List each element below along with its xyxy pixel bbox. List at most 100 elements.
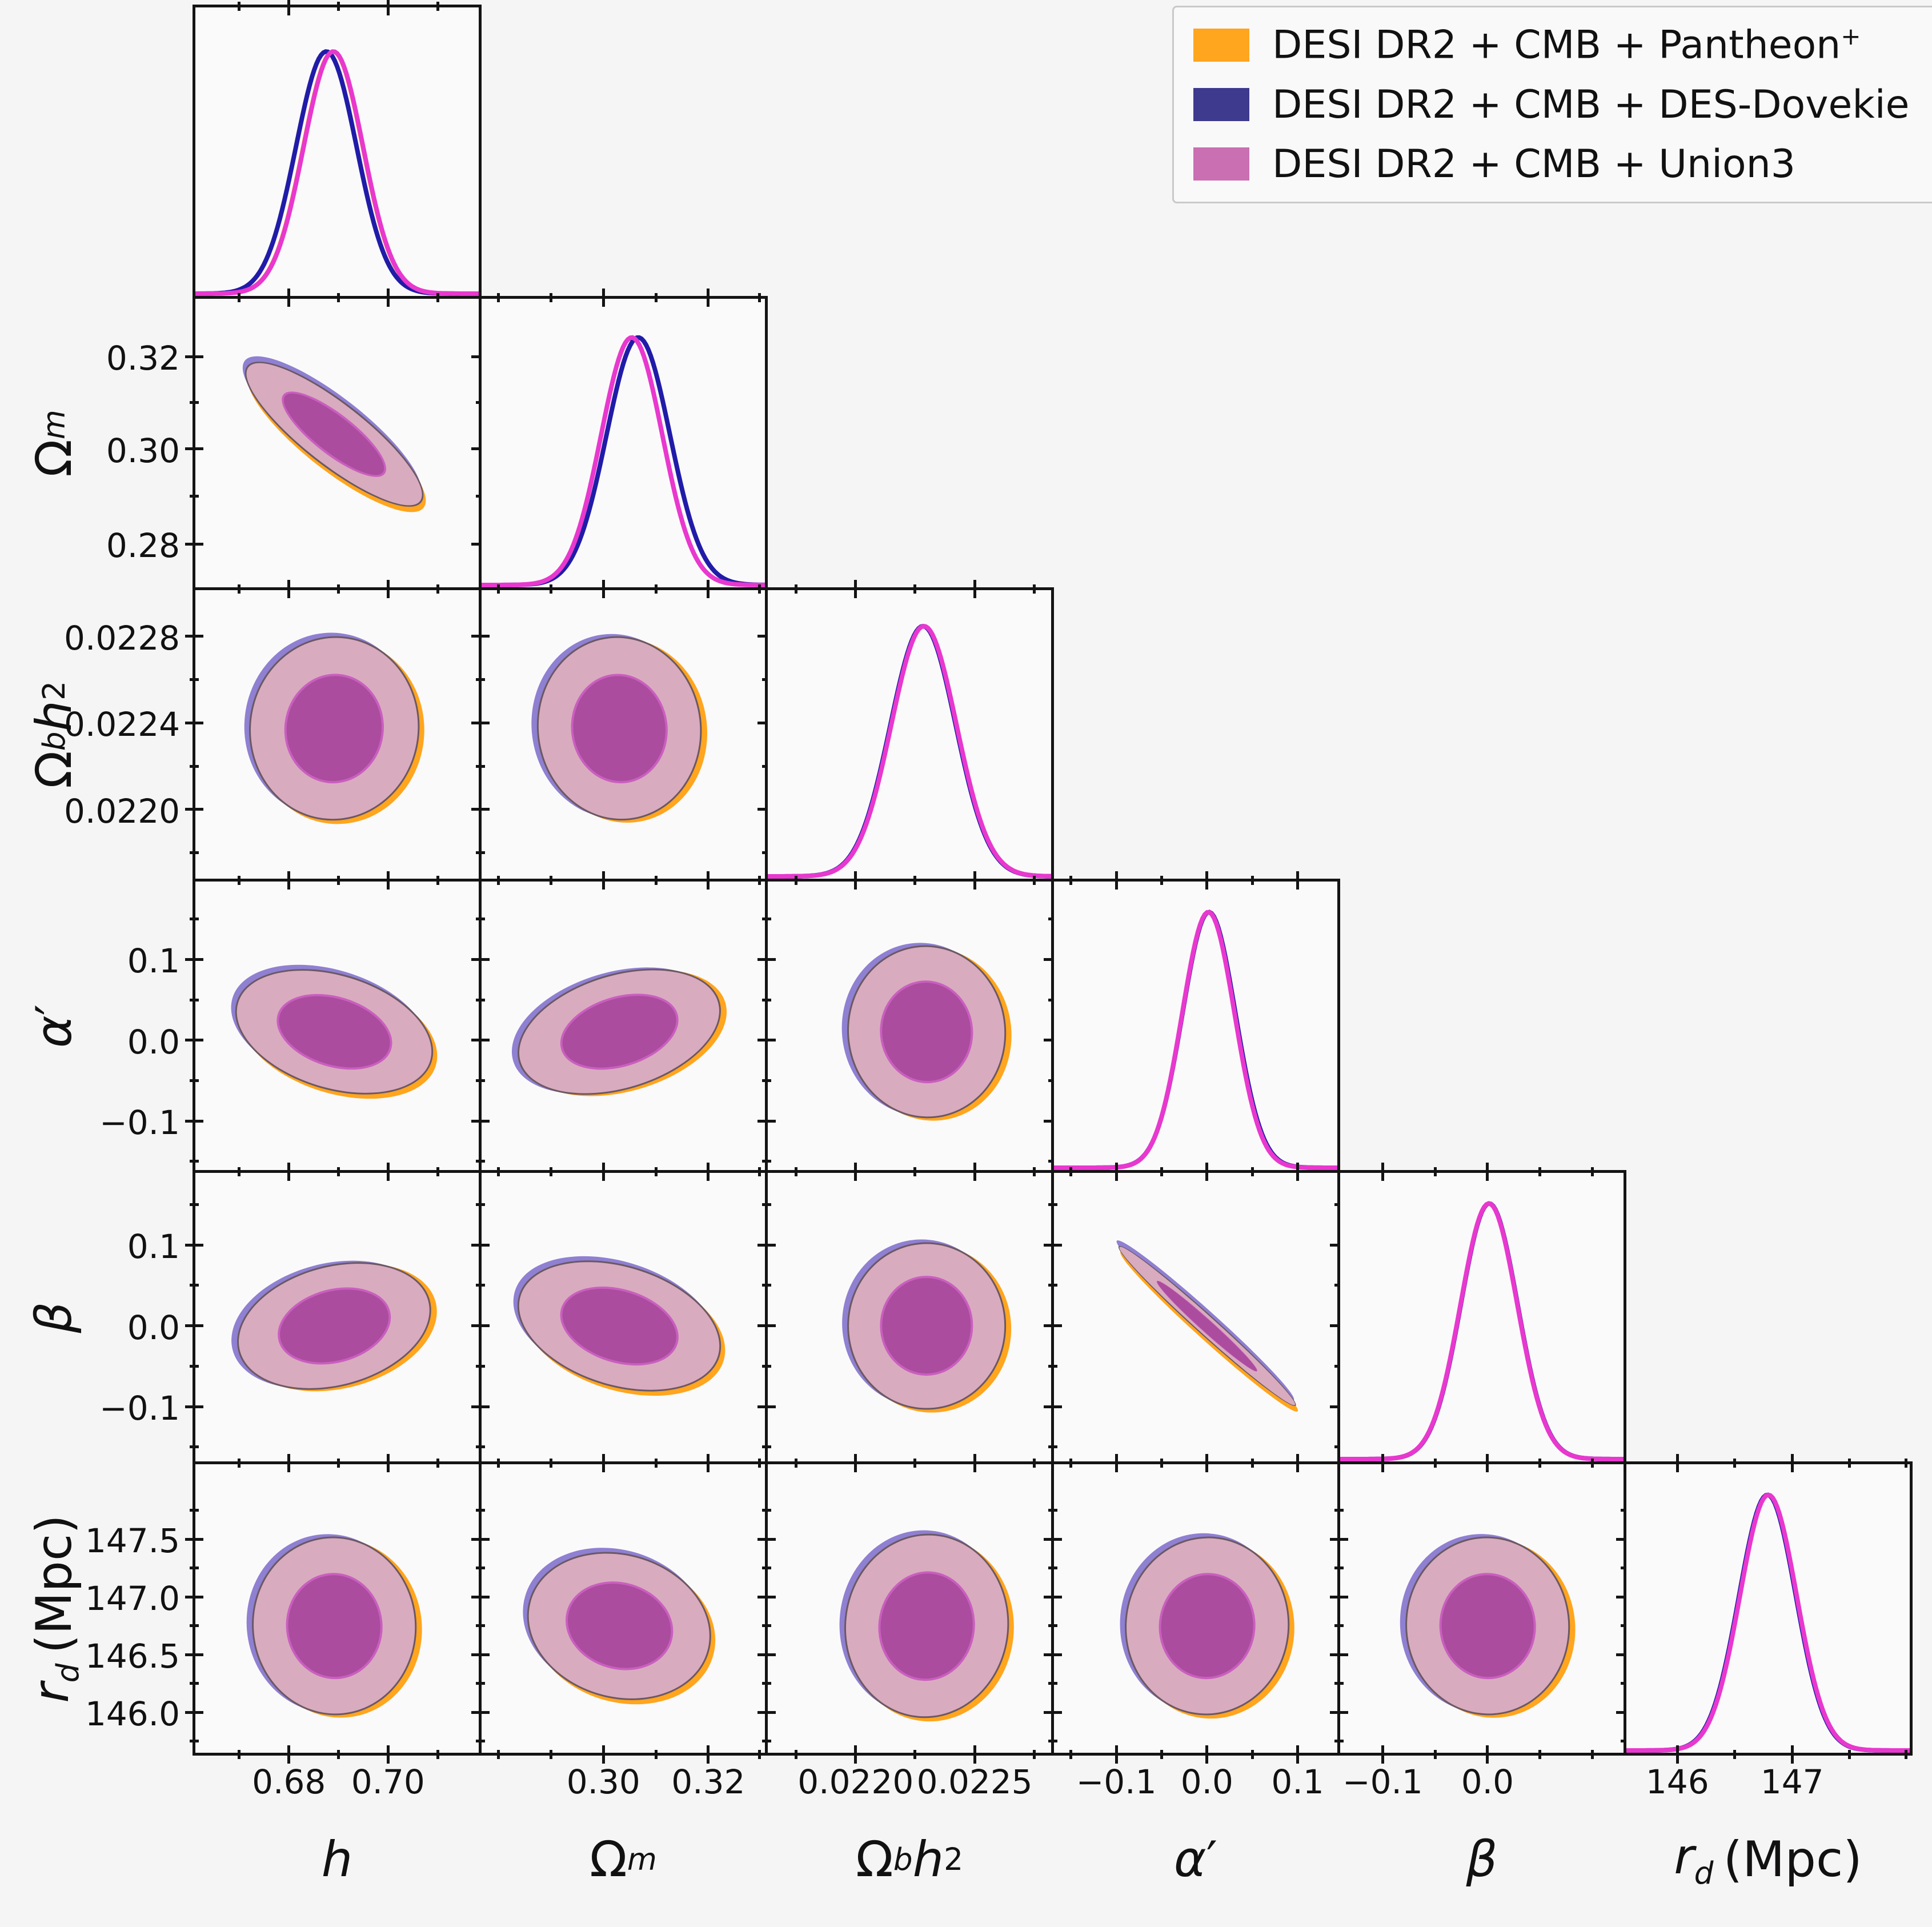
tick-mark-x-minor <box>757 1458 761 1468</box>
tick-mark-y-minor <box>475 1079 485 1082</box>
tick-mark-x-minor <box>1069 1749 1073 1759</box>
tick-mark-x-minor <box>336 1167 340 1176</box>
tick-mark-y-major <box>471 1039 490 1042</box>
edge-left <box>1051 879 1054 1173</box>
tick-mark-y-minor <box>1334 1509 1344 1512</box>
panel-plot-area <box>195 299 479 587</box>
edge-left <box>765 1461 768 1756</box>
tick-mark-y-major <box>471 1243 490 1247</box>
tick-mark-x-major <box>973 1162 976 1181</box>
tick-mark-y-major <box>757 1243 776 1247</box>
tick-mark-y-minor <box>761 918 771 921</box>
x-tick-label-alpha-prime: −0.1 <box>1076 1762 1157 1801</box>
contour-alpha-prime-vs-omega-b-h2 <box>834 936 1019 1127</box>
panel-plot-area <box>1626 1464 1910 1753</box>
tick-mark-y-major <box>757 1119 776 1123</box>
legend-item-pantheon: DESI DR2 + CMB + Pantheon+ <box>1193 22 1932 68</box>
tick-mark-y-major <box>757 1595 776 1599</box>
edge-left <box>193 879 195 1173</box>
tick-mark-x-minor <box>238 1749 241 1759</box>
tick-mark-y-major <box>185 721 203 724</box>
tick-mark-y-minor <box>761 1445 771 1449</box>
tick-mark-x-major <box>1790 1453 1794 1472</box>
tick-mark-y-major <box>1329 1653 1348 1656</box>
y-tick-label-beta: 0.1 <box>127 1227 180 1267</box>
panel-plot-area <box>1054 882 1337 1170</box>
curve-beta-DESI DR2 + CMB + Union3 <box>1340 1201 1624 1461</box>
contour-r-d-vs-beta <box>1394 1528 1581 1724</box>
tick-mark-y-minor <box>761 1509 771 1512</box>
tick-mark-x-major <box>1790 1745 1794 1764</box>
edge-left <box>479 879 482 1173</box>
edge-right <box>479 5 482 299</box>
tick-mark-x-major <box>287 871 291 890</box>
curve-r-d-DESI DR2 + CMB + Pantheon+ <box>1626 1492 1910 1753</box>
tick-mark-y-minor <box>1334 1567 1344 1570</box>
tick-mark-x-minor <box>436 1167 439 1176</box>
tick-mark-y-major <box>757 1653 776 1656</box>
tick-mark-x-minor <box>1160 875 1163 885</box>
tick-mark-x-minor <box>238 293 241 302</box>
edge-bottom <box>479 1753 768 1756</box>
tick-mark-y-major <box>757 958 776 961</box>
tick-mark-y-major <box>185 1595 203 1599</box>
tick-mark-x-minor <box>1538 1749 1542 1759</box>
panel-r-d-vs-omega-b-h2 <box>757 1453 1062 1764</box>
edge-left <box>765 1170 768 1464</box>
x-axis-title-r-d: rd (Mpc) <box>1674 1828 1862 1892</box>
tick-mark-y-minor <box>1048 1682 1057 1685</box>
tick-mark-x-major <box>1676 1745 1679 1764</box>
tick-mark-x-minor <box>757 584 761 594</box>
y-axis-title-r-d: rd (Mpc) <box>22 1514 86 1703</box>
tick-mark-y-major <box>1329 1595 1348 1599</box>
tick-mark-y-minor <box>475 1509 485 1512</box>
edge-left <box>193 587 195 882</box>
panel-r-d-vs-alpha-prime <box>1043 1453 1348 1764</box>
edge-bottom <box>1624 1753 1913 1756</box>
tick-mark-y-major <box>471 808 490 811</box>
tick-mark-y-minor <box>1334 1740 1344 1743</box>
y-tick-label-omega-m: 0.30 <box>106 431 180 470</box>
edge-top <box>479 879 768 882</box>
tick-mark-x-minor <box>497 584 500 594</box>
tick-mark-x-major <box>1205 1162 1209 1181</box>
tick-mark-x-major <box>707 579 710 598</box>
tick-mark-x-minor <box>436 293 439 302</box>
tick-mark-x-minor <box>336 293 340 302</box>
tick-mark-x-minor <box>336 584 340 594</box>
legend-item-des-dovekie: DESI DR2 + CMB + DES-Dovekie <box>1193 82 1932 127</box>
panel-beta-vs-omega-m <box>471 1162 776 1472</box>
tick-mark-y-minor <box>761 998 771 1001</box>
edge-right <box>1910 1461 1913 1756</box>
tick-mark-y-minor <box>189 401 199 404</box>
tick-mark-x-major <box>707 1162 710 1181</box>
tick-mark-x-minor <box>654 293 658 302</box>
panel-plot-area <box>195 1173 479 1461</box>
tick-mark-y-minor <box>189 1284 199 1287</box>
tick-mark-x-major <box>602 579 605 598</box>
tick-mark-x-minor <box>1733 1749 1737 1759</box>
panel-plot-area <box>482 1173 765 1461</box>
tick-mark-x-minor <box>1032 1749 1036 1759</box>
tick-mark-x-minor <box>1160 1167 1163 1176</box>
tick-mark-y-major <box>471 635 490 638</box>
curve-omega-b-h2-DESI DR2 + CMB + DES-Dovekie <box>768 623 1051 879</box>
tick-mark-y-minor <box>761 1624 771 1628</box>
y-tick-label-beta: 0.0 <box>127 1308 180 1347</box>
tick-mark-x-minor <box>654 1167 658 1176</box>
tick-mark-x-major <box>1486 1453 1489 1472</box>
tick-mark-x-major <box>287 0 291 15</box>
contour-beta-vs-omega-b-h2 <box>841 1239 1011 1413</box>
tick-mark-y-minor <box>189 495 199 498</box>
panel-alpha-prime-1d <box>1051 871 1340 1181</box>
tick-mark-y-major <box>471 1595 490 1599</box>
tick-mark-y-minor <box>475 1364 485 1368</box>
tick-mark-x-major <box>854 1162 857 1181</box>
tick-mark-x-major <box>287 1745 291 1764</box>
tick-mark-y-minor <box>475 1160 485 1163</box>
x-tick-label-omega-b-h2: 0.0225 <box>916 1762 1033 1801</box>
tick-mark-x-major <box>707 288 710 307</box>
panel-r-d-vs-beta <box>1329 1453 1634 1764</box>
panel-plot-area <box>768 1173 1051 1461</box>
tick-mark-x-major <box>386 288 390 307</box>
